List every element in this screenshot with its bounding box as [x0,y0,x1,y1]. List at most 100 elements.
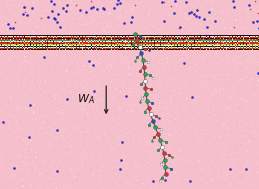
Point [56,67,60,70]
Point [146,7,150,10]
Point [230,151,234,154]
Point [245,84,249,87]
Point [163,108,167,111]
Point [230,127,234,130]
Point [226,55,231,58]
Point [40,122,44,125]
Point [3,164,7,167]
Point [136,61,140,64]
Point [202,123,206,126]
Point [21,181,25,184]
Point [176,13,180,16]
Point [14,120,18,123]
Point [70,0,74,2]
Point [90,158,94,161]
Point [253,105,257,108]
Point [169,139,173,142]
Point [57,77,61,80]
Point [218,162,222,165]
Point [244,43,248,46]
Point [167,63,171,66]
Point [234,11,238,14]
Point [178,117,182,120]
Point [57,98,61,101]
Point [12,150,16,153]
Point [100,86,105,89]
Point [197,49,201,52]
Point [32,162,37,165]
Point [121,119,126,122]
Point [108,40,112,43]
Point [209,83,213,86]
Point [253,88,257,91]
Point [209,33,213,36]
Point [125,51,130,54]
Point [216,122,220,125]
Point [227,53,231,56]
Point [200,55,205,58]
Point [191,187,195,189]
Point [169,121,173,124]
Point [120,15,124,18]
Point [193,118,198,121]
Point [39,76,43,79]
Point [69,111,73,114]
Point [160,81,164,84]
Point [104,117,108,120]
Point [185,123,189,126]
Point [124,155,128,158]
Point [185,25,189,28]
Point [188,55,192,58]
Point [20,60,24,63]
Point [122,78,126,81]
Point [236,156,240,159]
Point [231,34,235,37]
Point [45,116,49,119]
Point [45,169,49,172]
Point [70,2,74,5]
Point [80,51,84,54]
Point [59,43,63,46]
Point [249,117,254,120]
Point [239,130,243,133]
Point [185,106,189,109]
Point [57,141,61,144]
Point [137,104,141,107]
Point [41,145,45,148]
Point [234,28,238,31]
Point [40,74,44,77]
Point [31,82,35,85]
Point [44,42,48,45]
Point [72,78,76,81]
Point [192,26,196,29]
Point [253,61,257,64]
Point [191,19,195,22]
Point [182,15,186,18]
Point [28,42,32,45]
Point [155,166,160,169]
Point [229,5,233,9]
Point [202,162,206,165]
Point [182,108,186,111]
Point [254,79,258,82]
Point [46,1,50,4]
Point [84,29,88,32]
Point [4,87,8,90]
Point [102,167,106,170]
Point [129,158,133,161]
Point [42,9,47,12]
Point [75,35,80,38]
Point [206,26,210,29]
Point [217,128,221,131]
Point [161,104,165,107]
Point [162,135,167,138]
Point [81,155,85,158]
Point [55,41,59,44]
Point [122,18,126,21]
Point [178,30,182,33]
Point [185,171,190,174]
Point [54,162,58,165]
Point [0,61,3,64]
Point [5,93,9,96]
Point [246,8,250,11]
